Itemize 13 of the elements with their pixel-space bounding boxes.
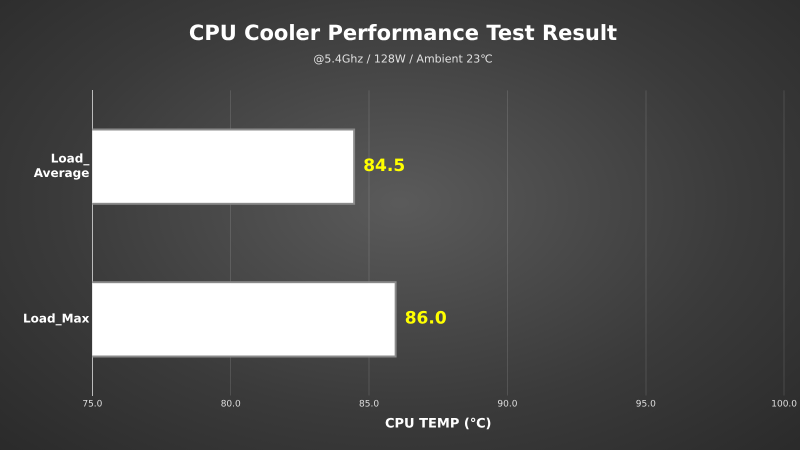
y-tick-label: Load_Max — [23, 311, 90, 326]
x-tick-label: 90.0 — [497, 399, 518, 410]
x-axis-title: CPU TEMP (℃) — [384, 416, 492, 432]
x-tick-label: 100.0 — [771, 399, 798, 410]
chart-subtitle: @5.4Ghz / 128W / Ambient 23℃ — [313, 52, 493, 66]
x-tick-label: 75.0 — [82, 399, 103, 410]
x-tick-label: 85.0 — [359, 399, 380, 410]
data-label: 86.0 — [404, 308, 447, 329]
x-tick-label: 80.0 — [220, 399, 241, 410]
y-tick-label: Load_ Average — [34, 152, 90, 180]
data-label: 84.5 — [363, 156, 406, 176]
chart-title: CPU Cooler Performance Test Result — [188, 21, 618, 46]
x-tick-label: 95.0 — [636, 399, 656, 410]
